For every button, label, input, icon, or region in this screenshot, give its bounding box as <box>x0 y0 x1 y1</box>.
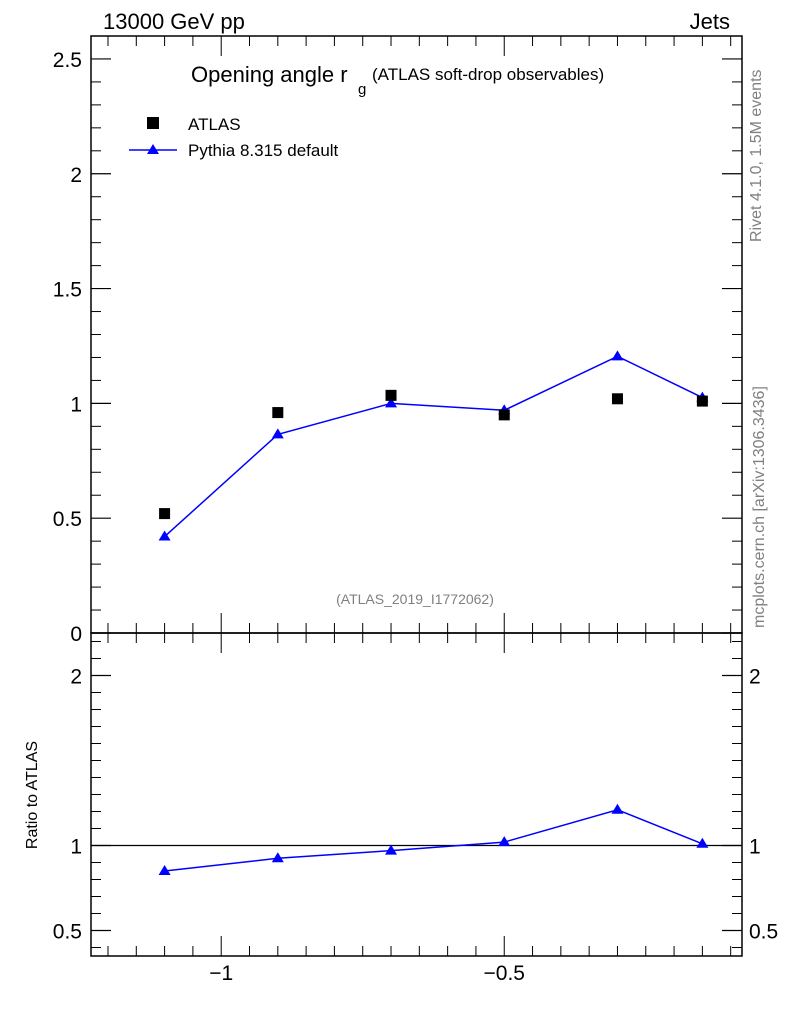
header-category-label: Jets <box>690 9 730 34</box>
main-y-tick-label: 2.5 <box>53 49 82 72</box>
main-y-tick-label: 0.5 <box>53 508 82 531</box>
analysis-id-label: (ATLAS_2019_I1772062) <box>336 591 494 607</box>
ratio-plot-frame <box>90 632 743 957</box>
legend-pythia-marker <box>147 144 159 154</box>
main-data-series <box>158 350 709 541</box>
legend-atlas-label: ATLAS <box>188 115 241 134</box>
pythia-point <box>158 530 171 541</box>
atlas-data-point <box>385 389 397 401</box>
x-tick-label: −1 <box>209 962 233 985</box>
ratio-y-axis-label: Ratio to ATLAS <box>24 741 41 849</box>
plot-title-subscript: g <box>358 81 366 98</box>
plot-title-suffix: (ATLAS soft-drop observables) <box>372 65 604 84</box>
ratio-series-line <box>164 809 703 872</box>
main-y-tick-label: 0 <box>70 623 82 646</box>
rivet-version-label: Rivet 4.1.0, 1.5M events <box>748 69 765 242</box>
ratio-y-tick-label-right: 0.5 <box>749 921 778 944</box>
ratio-axis-ticks: 0.5 0.5 1 1 2 2 <box>53 641 778 948</box>
ratio-point <box>611 803 624 814</box>
atlas-data-point <box>272 407 284 419</box>
pythia-series-line <box>164 355 703 538</box>
atlas-data-point <box>159 508 171 520</box>
ratio-point <box>696 837 709 848</box>
plot-title: Opening angle r <box>191 62 348 87</box>
x-tick-label: −0.5 <box>484 962 525 985</box>
ratio-y-tick-label-left: 2 <box>70 666 82 689</box>
legend: ATLAS Pythia 8.315 default <box>129 115 339 160</box>
pythia-point <box>385 397 398 408</box>
mcplots-source-label: mcplots.cern.ch [arXiv:1306.3436] <box>751 386 768 628</box>
atlas-data-point <box>498 409 510 421</box>
legend-pythia-label: Pythia 8.315 default <box>188 141 339 160</box>
ratio-point <box>385 844 398 855</box>
ratio-y-tick-label-right: 2 <box>749 666 761 689</box>
ratio-y-tick-label-left: 1 <box>70 836 82 859</box>
legend-atlas-marker <box>147 117 159 129</box>
main-y-tick-label: 1 <box>70 393 82 416</box>
ratio-point <box>498 836 511 847</box>
atlas-data-point <box>696 395 708 407</box>
header-energy-label: 13000 GeV pp <box>103 9 245 34</box>
ratio-y-tick-label-right: 1 <box>749 836 761 859</box>
ratio-y-tick-label-left: 0.5 <box>53 921 82 944</box>
main-axis-ticks: 0 0.5 1 1.5 2 2.5 <box>53 49 742 646</box>
atlas-data-point <box>611 393 623 405</box>
pythia-point <box>611 350 624 361</box>
main-y-tick-label: 1.5 <box>53 279 82 302</box>
ratio-data-series <box>158 803 709 875</box>
ratio-point <box>158 865 171 875</box>
ratio-point <box>271 852 284 863</box>
main-y-tick-label: 2 <box>70 164 82 187</box>
pythia-point <box>271 428 284 439</box>
x-axis-ticks: −1 −0.5 <box>107 36 732 985</box>
